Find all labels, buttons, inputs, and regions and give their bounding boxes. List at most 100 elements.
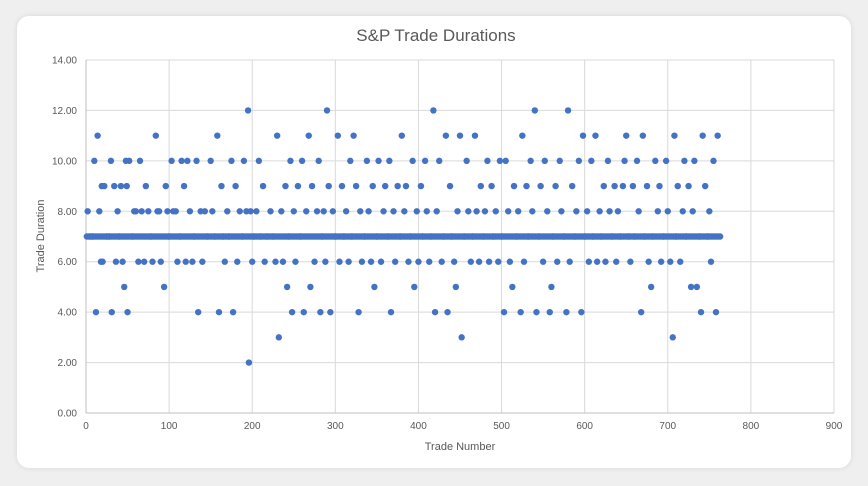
data-point [696,233,703,240]
data-point [699,132,706,139]
data-point [523,182,530,190]
data-point [140,258,148,265]
data-point [348,233,356,240]
data-point [207,157,214,165]
data-point [117,182,125,190]
data-point [421,157,429,165]
data-point [111,182,118,190]
data-point [566,258,573,265]
data-point [667,258,674,265]
data-point [571,233,578,240]
data-point [174,258,181,265]
data-point [121,283,128,291]
data-point [710,157,717,165]
data-point [564,107,572,114]
data-point [189,258,196,265]
data-point [184,157,191,165]
data-point [157,258,164,265]
data-point [224,208,231,215]
data-point [527,157,534,165]
data-point [165,233,173,240]
data-point [558,208,565,215]
data-point [560,233,568,240]
data-point [480,233,487,240]
data-point [259,182,267,190]
data-point [502,157,509,165]
data-point [303,208,310,215]
data-point [318,233,326,240]
data-point [263,233,271,240]
data-point [433,208,440,215]
data-point [413,208,420,215]
data-point [124,308,131,316]
data-point [101,182,108,190]
data-point [712,308,720,316]
data-point [639,132,647,139]
data-point [193,157,200,165]
data-point [463,157,470,165]
data-point [279,258,287,265]
data-point [681,157,688,165]
data-point [323,107,331,114]
data-point [448,233,455,240]
data-point [195,308,202,316]
data-point [201,208,209,215]
data-point [633,157,641,165]
data-point [635,208,642,215]
data-point [315,157,322,165]
data-point [509,283,516,291]
data-point [552,182,559,190]
data-point [239,233,246,240]
data-point [396,233,404,240]
data-point [211,233,219,240]
data-point [267,208,274,215]
data-point [138,208,145,215]
data-point [297,233,304,240]
data-point [596,208,603,215]
data-point [232,182,239,190]
data-point [363,157,371,165]
data-point [107,157,115,165]
data-point [386,157,393,165]
data-point [510,182,518,190]
data-point [415,258,422,265]
data-point [225,233,233,240]
data-point [446,182,454,190]
data-point [664,208,671,215]
data-point [427,233,435,240]
data-point [613,258,620,265]
data-point [649,233,657,240]
x-tick-labels: 0 100 200 300 400 500 600 700 800 900 [83,421,843,432]
data-point [164,208,171,215]
data-point [132,208,140,215]
data-point [631,233,638,240]
data-point [361,233,368,240]
data-point [588,157,595,165]
data-point [531,107,538,114]
x-tick-label: 700 [659,421,676,432]
data-point [578,308,585,316]
data-point [287,157,294,165]
data-point [155,208,163,215]
data-point [656,182,663,190]
data-point [693,283,701,291]
data-point [423,208,430,215]
data-point [643,182,651,190]
data-point [556,157,563,165]
data-point [91,157,98,165]
data-point [685,182,692,190]
data-point [234,258,241,265]
x-tick-label: 500 [493,421,510,432]
data-point [307,283,314,291]
data-point [186,208,194,215]
data-point [391,258,399,265]
data-point [563,308,570,316]
data-point [152,132,160,139]
data-point [365,208,372,215]
data-point [338,182,346,190]
data-point [190,233,198,240]
data-point [411,283,418,291]
data-point [637,308,645,316]
data-point [485,258,493,265]
data-point [332,233,339,240]
